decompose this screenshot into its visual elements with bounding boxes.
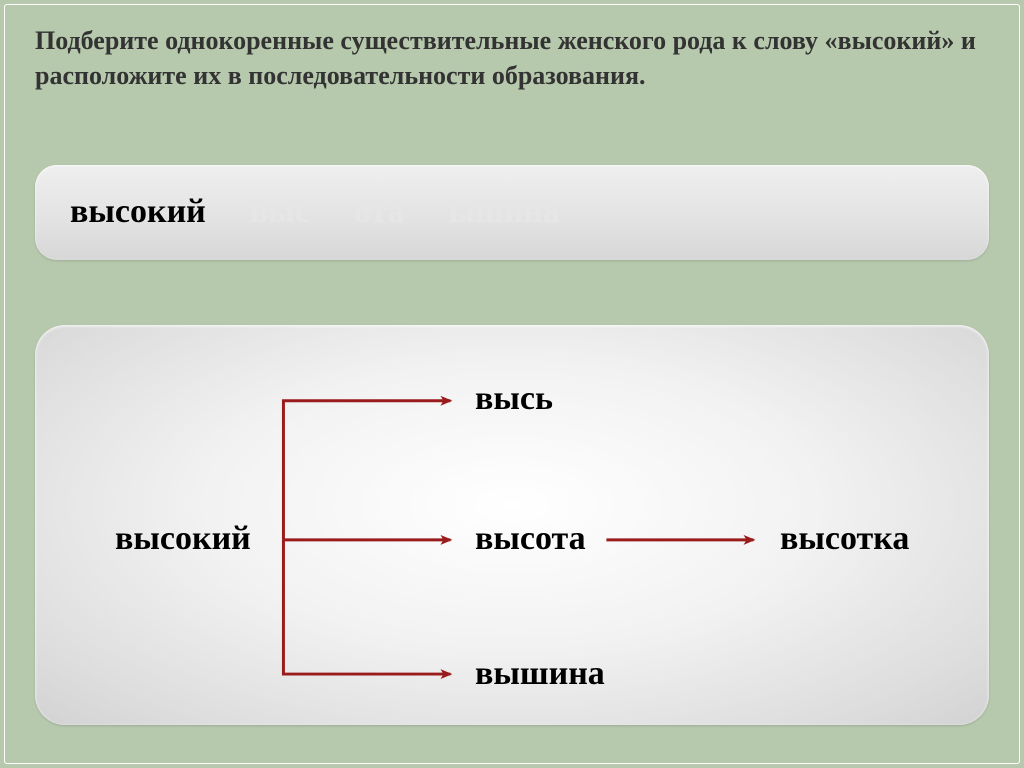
derived-mid: высота	[475, 520, 586, 558]
top-faded-2: ота	[354, 193, 405, 230]
instruction-text: Подберите однокоренные существительные ж…	[35, 23, 989, 93]
derived-bottom: вышина	[475, 655, 605, 693]
top-faded-1: выс	[250, 193, 310, 230]
top-main-word: высокий	[70, 193, 206, 230]
root-word: высокий	[115, 520, 251, 558]
derived-top: высь	[475, 380, 553, 418]
top-word-panel: высокий выс ота ышина	[35, 165, 989, 260]
top-faded-3: ышина	[448, 193, 559, 230]
diagram-panel: высокий высь высота высотка вышина	[35, 325, 989, 725]
slide-frame: Подберите однокоренные существительные ж…	[4, 4, 1020, 764]
derived-right: высотка	[780, 520, 909, 558]
